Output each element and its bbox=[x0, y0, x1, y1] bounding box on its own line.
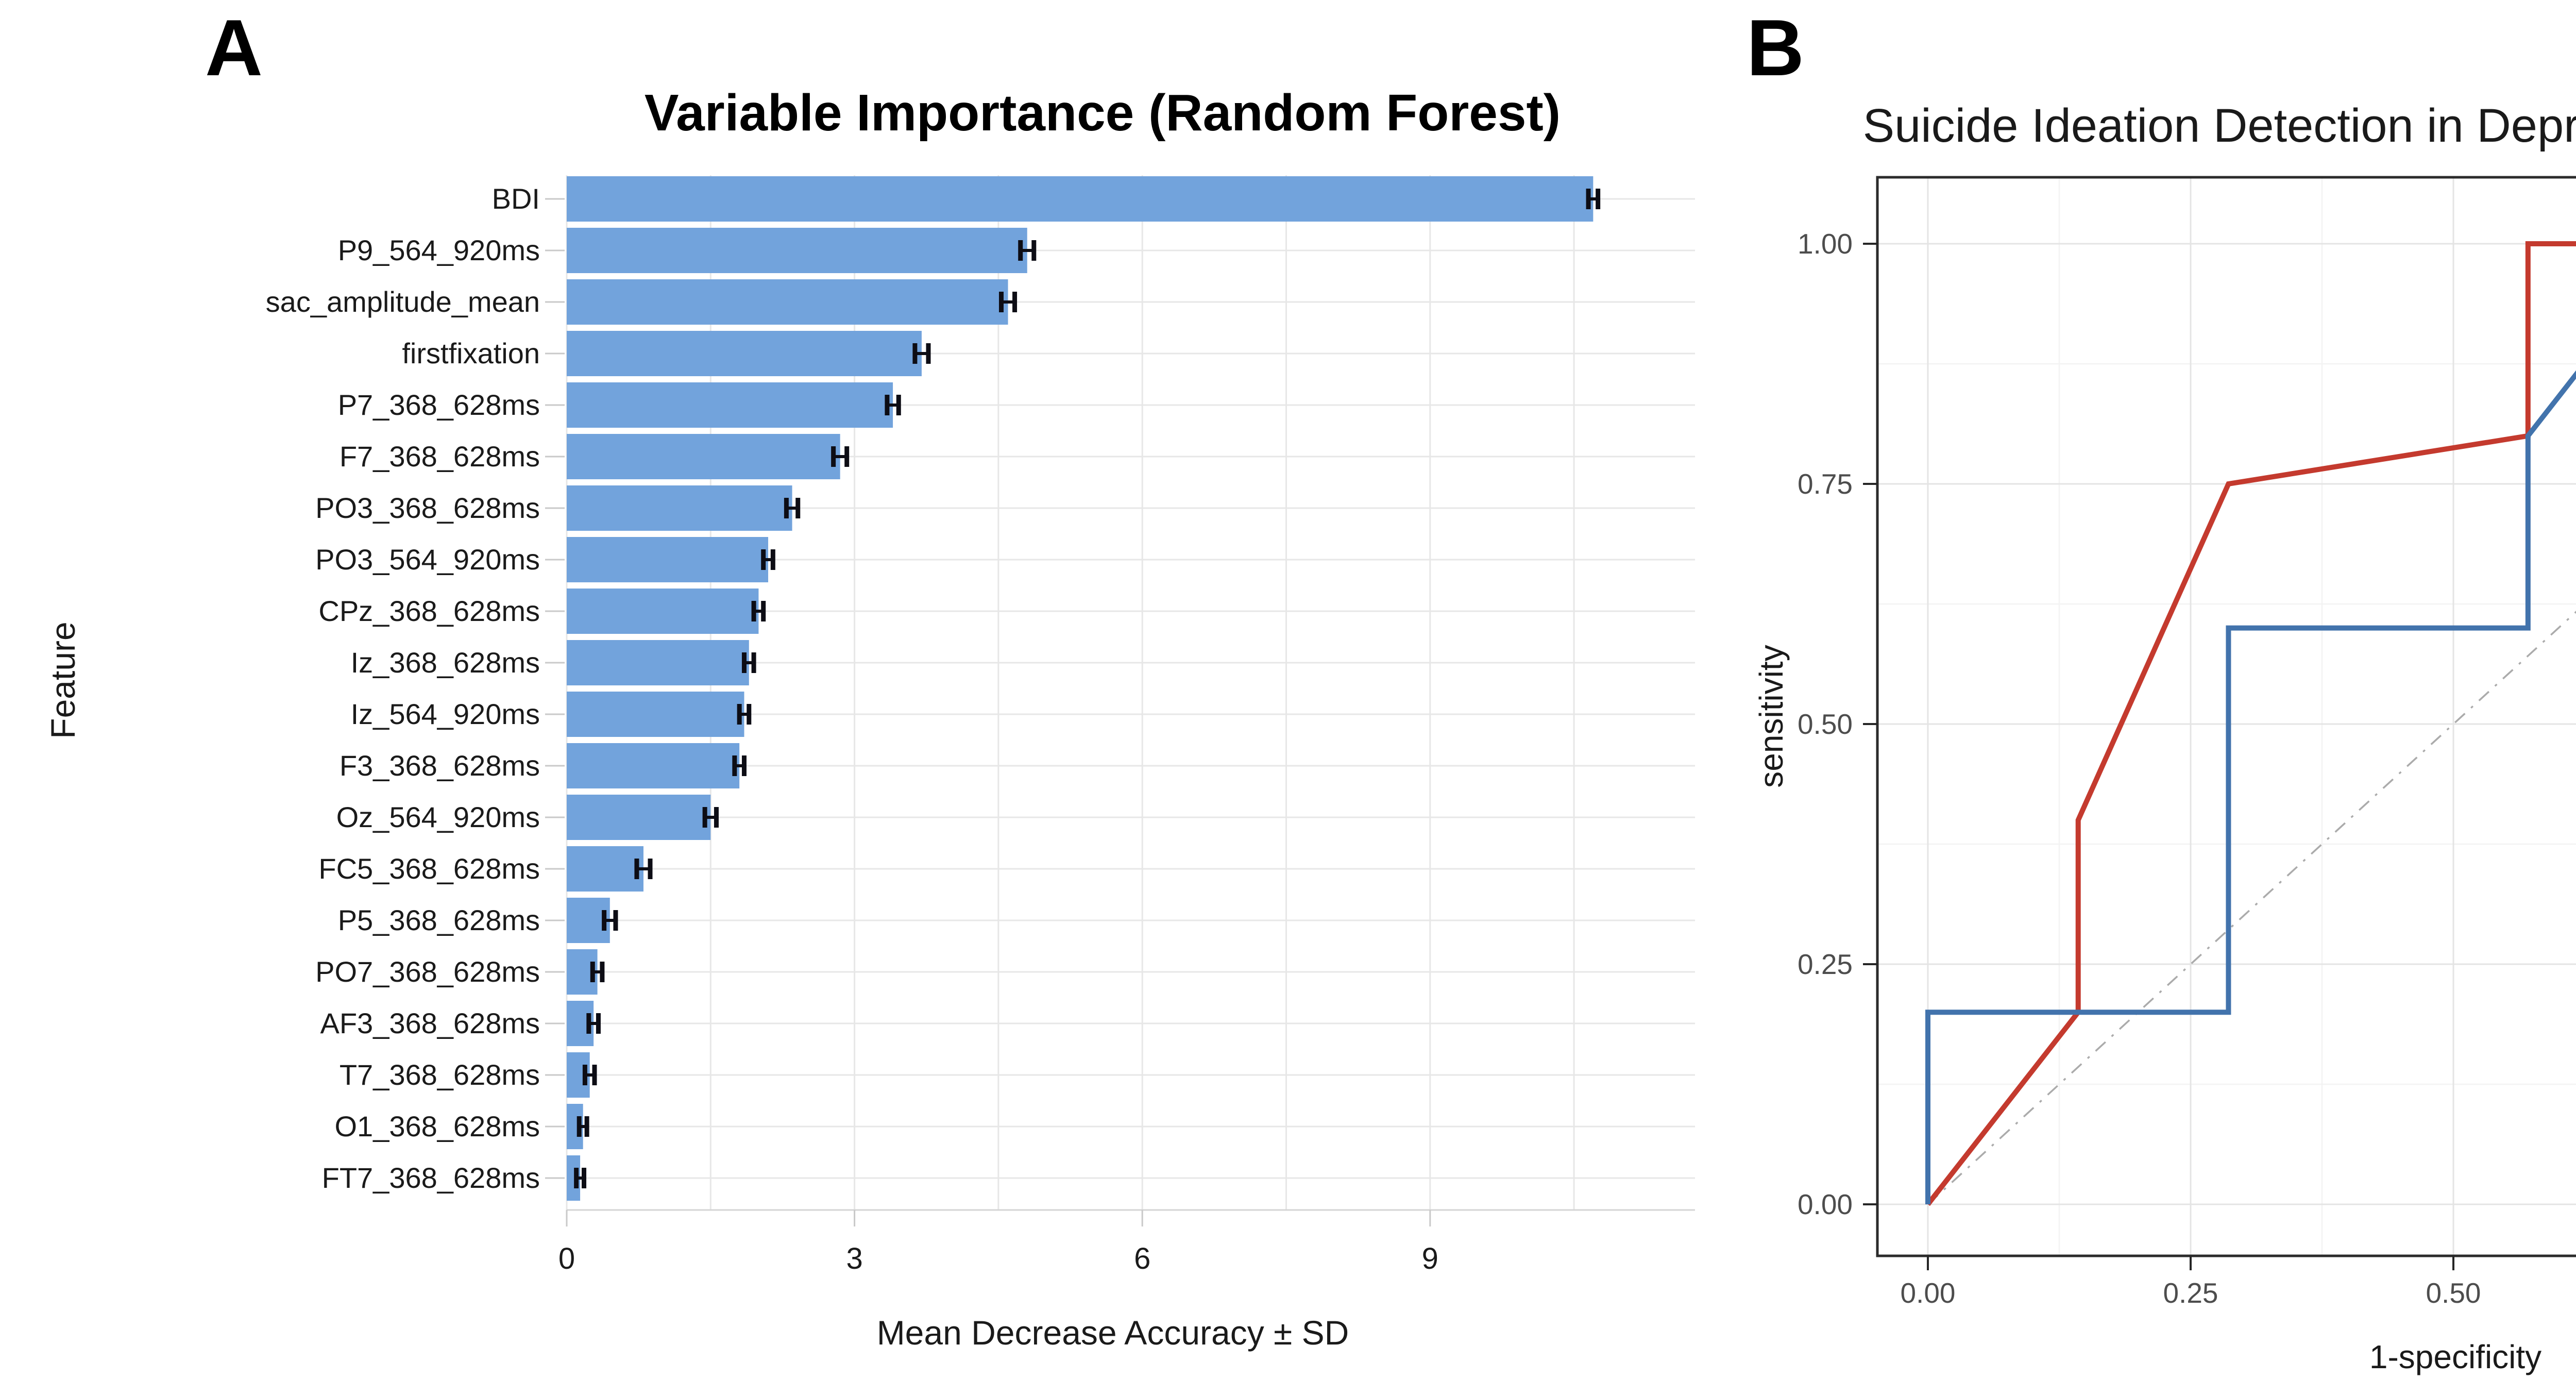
category-label: FC5_368_628ms bbox=[318, 852, 540, 885]
category-label: AF3_368_628ms bbox=[320, 1007, 540, 1039]
category-label: P7_368_628ms bbox=[338, 389, 540, 421]
x-tick-label: 0.25 bbox=[2163, 1277, 2218, 1309]
x-tick-label: 9 bbox=[1422, 1242, 1438, 1275]
category-label: PO3_368_628ms bbox=[315, 492, 540, 524]
bar bbox=[567, 279, 1008, 325]
chart-a-x-axis-title: Mean Decrease Accuracy ± SD bbox=[876, 1314, 1349, 1352]
bar bbox=[567, 485, 792, 531]
bar bbox=[567, 846, 643, 892]
y-tick-label: 0.75 bbox=[1798, 468, 1853, 500]
x-tick-label: 6 bbox=[1134, 1242, 1150, 1275]
category-label: PO7_368_628ms bbox=[315, 955, 540, 988]
category-label: firstfixation bbox=[402, 337, 540, 369]
bar bbox=[567, 382, 893, 428]
category-label: Iz_564_920ms bbox=[351, 698, 540, 730]
category-label: F7_368_628ms bbox=[340, 440, 540, 473]
category-label: CPz_368_628ms bbox=[318, 595, 540, 627]
bar bbox=[567, 434, 840, 479]
category-label: PO3_564_920ms bbox=[315, 543, 540, 576]
bar bbox=[567, 228, 1027, 273]
y-tick-label: 0.00 bbox=[1798, 1188, 1853, 1220]
chart-b-y-axis-title: sensitivity bbox=[1753, 645, 1790, 788]
category-label: F3_368_628ms bbox=[340, 749, 540, 782]
category-label: sac_amplitude_mean bbox=[266, 285, 540, 318]
chart-b-x-axis-title: 1-specificity bbox=[2369, 1338, 2542, 1375]
category-label: Oz_564_920ms bbox=[336, 801, 540, 833]
category-label: P9_564_920ms bbox=[338, 234, 540, 266]
bar bbox=[567, 743, 740, 788]
roc-line-eye bbox=[1925, 370, 2576, 1204]
y-tick-label: 0.25 bbox=[1798, 948, 1853, 980]
x-tick-label: 3 bbox=[846, 1242, 862, 1275]
panel-b-label: B bbox=[1747, 3, 1804, 92]
bar bbox=[567, 640, 749, 685]
category-label: FT7_368_628ms bbox=[322, 1162, 540, 1194]
bar bbox=[567, 331, 922, 376]
category-label: Iz_368_628ms bbox=[351, 646, 540, 679]
x-tick-label: 0.00 bbox=[1900, 1277, 1955, 1309]
chart-a-y-axis-title: Feature bbox=[44, 621, 82, 739]
bar bbox=[567, 537, 769, 582]
bar bbox=[567, 692, 744, 737]
bar bbox=[567, 176, 1594, 222]
category-label: P5_368_628ms bbox=[338, 904, 540, 936]
chart-a-title: Variable Importance (Random Forest) bbox=[644, 84, 1561, 142]
y-tick-label: 0.50 bbox=[1798, 708, 1853, 740]
reference-diagonal bbox=[1927, 611, 2576, 1205]
panel-border bbox=[1876, 176, 2576, 1257]
category-label: T7_368_628ms bbox=[340, 1058, 540, 1091]
chart-b-title: Suicide Ideation Detection in Depressed … bbox=[1862, 99, 2576, 152]
category-label: O1_368_628ms bbox=[334, 1110, 540, 1142]
x-tick-label: 0 bbox=[558, 1242, 575, 1275]
x-tick-label: 0.50 bbox=[2426, 1277, 2481, 1309]
bar bbox=[567, 795, 711, 840]
panel-a-label: A bbox=[205, 3, 263, 92]
bar bbox=[567, 589, 759, 634]
y-tick-label: 1.00 bbox=[1798, 228, 1853, 260]
category-label: BDI bbox=[492, 182, 540, 215]
